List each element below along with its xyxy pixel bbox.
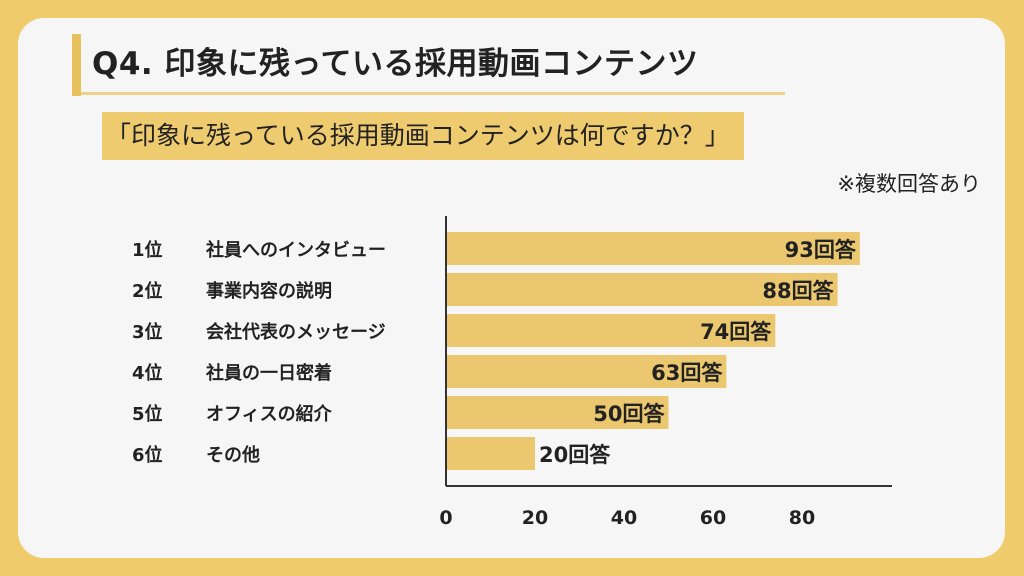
value-label: 93回答 (785, 238, 857, 262)
title-underline (81, 92, 785, 95)
bar-6 (446, 437, 535, 470)
rank-label: 3位 (132, 321, 163, 343)
x-tick-label: 20 (522, 507, 548, 529)
bar-3 (446, 314, 776, 347)
value-label: 20回答 (539, 443, 611, 467)
category-label: 会社代表のメッセージ (206, 321, 386, 343)
bar-4 (446, 355, 727, 388)
category-label: 社員の一日密着 (206, 362, 332, 384)
page-title: Q4. 印象に残っている採用動画コンテンツ (92, 46, 699, 82)
value-label: 88回答 (762, 279, 834, 303)
category-label: 社員へのインタビュー (206, 239, 386, 261)
x-tick-label: 0 (439, 507, 452, 529)
survey-question: 「印象に残っている採用動画コンテンツは何ですか？」 (102, 112, 744, 160)
rank-label: 5位 (132, 403, 163, 425)
x-tick-label: 60 (700, 507, 726, 529)
ranking-bar-chart: 1位 社員へのインタビュー 93回答 2位 事業内容の説明 88回答 3位 会社代表のメッセー… (132, 216, 892, 529)
value-label: 63回答 (651, 361, 723, 385)
title-accent-bar (72, 34, 81, 96)
x-tick-label: 40 (611, 507, 637, 529)
bar-2 (446, 273, 838, 306)
rank-label: 4位 (132, 362, 163, 384)
rank-label: 1位 (132, 239, 163, 261)
value-label: 74回答 (700, 320, 772, 344)
rank-label: 2位 (132, 280, 163, 302)
rank-label: 6位 (132, 444, 163, 466)
x-tick-label: 80 (789, 507, 815, 529)
multiple-answer-note: ※複数回答あり (837, 172, 981, 196)
category-label: その他 (206, 444, 260, 466)
value-label: 50回答 (593, 402, 665, 426)
bar-5 (446, 396, 669, 429)
category-label: オフィスの紹介 (206, 403, 333, 425)
page-title-block: Q4. 印象に残っている採用動画コンテンツ (72, 34, 792, 96)
bar-1 (446, 232, 860, 265)
category-label: 事業内容の説明 (206, 280, 332, 302)
content-card: Q4. 印象に残っている採用動画コンテンツ 「印象に残っている採用動画コンテンツ… (18, 18, 1005, 558)
